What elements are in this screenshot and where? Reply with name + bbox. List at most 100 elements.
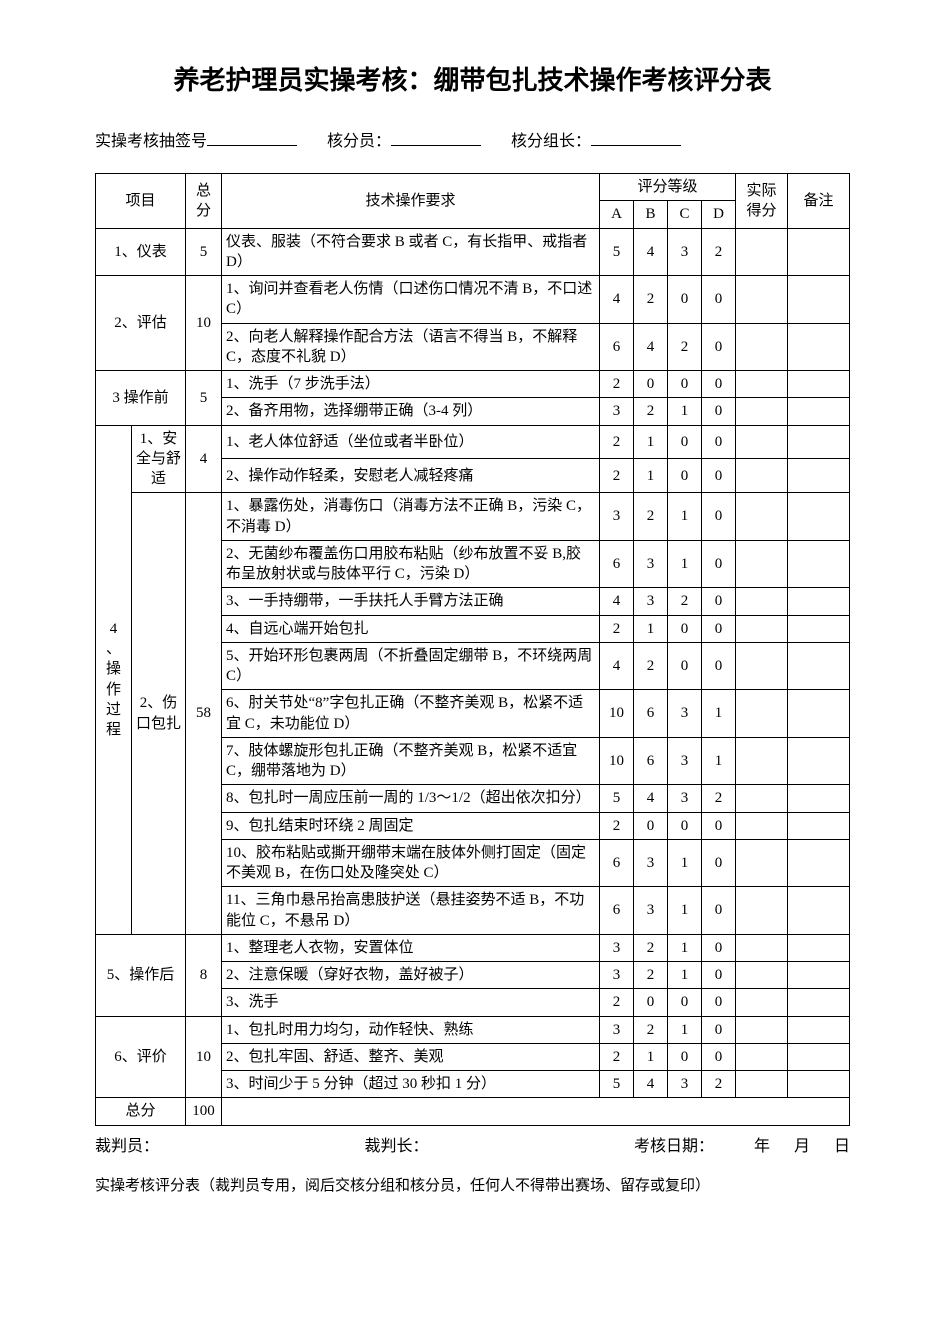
- cell-A: 2: [599, 425, 633, 459]
- scorer-leader-blank[interactable]: [591, 129, 681, 146]
- cell-actual: [736, 839, 788, 887]
- cell-remark: [788, 493, 850, 541]
- scorer-leader-text: 核分组长：: [511, 127, 591, 151]
- cell-actual: [736, 934, 788, 961]
- cell-req: 7、肢体螺旋形包扎正确（不整齐美观 B，松紧不适宜 C，绷带落地为 D）: [222, 737, 600, 785]
- cell-C: 3: [667, 737, 701, 785]
- th-grade: 评分等级: [599, 174, 735, 201]
- cell-total: 4: [186, 425, 222, 493]
- cell-project: 5、操作后: [96, 934, 186, 1016]
- cell-C: 2: [667, 323, 701, 371]
- cell-remark: [788, 425, 850, 459]
- cell-req: 8、包扎时一周应压前一周的 1/3～1/2（超出依次扣分）: [222, 785, 600, 812]
- cell-remark: [788, 962, 850, 989]
- cell-actual: [736, 1016, 788, 1043]
- cell-project: 6、评价: [96, 1016, 186, 1098]
- cell-total-value: 100: [186, 1098, 222, 1125]
- cell-C: 1: [667, 540, 701, 588]
- cell-D: 2: [701, 785, 735, 812]
- cell-C: 1: [667, 493, 701, 541]
- exam-no-blank[interactable]: [207, 129, 297, 146]
- cell-A: 3: [599, 962, 633, 989]
- th-actual: 实际得分: [736, 174, 788, 229]
- cell-remark: [788, 934, 850, 961]
- table-row-total: 总分100: [96, 1098, 850, 1125]
- cell-B: 0: [633, 812, 667, 839]
- cell-A: 3: [599, 1016, 633, 1043]
- cell-req: 1、包扎时用力均匀，动作轻快、熟练: [222, 1016, 600, 1043]
- cell-C: 3: [667, 690, 701, 738]
- header-line: 实操考核抽签号 核分员： 核分组长：: [95, 127, 850, 151]
- cell-actual: [736, 228, 788, 276]
- cell-B: 2: [633, 642, 667, 690]
- cell-D: 0: [701, 588, 735, 615]
- cell-req: 3、洗手: [222, 989, 600, 1016]
- cell-project-op: 4、操作过程: [96, 425, 132, 934]
- cell-A: 10: [599, 737, 633, 785]
- th-total: 总分: [186, 174, 222, 229]
- cell-total-label: 总分: [96, 1098, 186, 1125]
- cell-D: 0: [701, 1016, 735, 1043]
- cell-A: 4: [599, 642, 633, 690]
- cell-D: 0: [701, 276, 735, 324]
- cell-remark: [788, 737, 850, 785]
- cell-C: 3: [667, 785, 701, 812]
- cell-B: 4: [633, 785, 667, 812]
- cell-C: 0: [667, 642, 701, 690]
- score-table: 项目 总分 技术操作要求 评分等级 实际得分 备注 A B C D 1、仪表5仪…: [95, 173, 850, 1126]
- note-line: 实操考核评分表（裁判员专用，阅后交核分组和核分员，任何人不得带出赛场、留存或复印…: [95, 1174, 850, 1195]
- exam-no-label: 实操考核抽签号: [95, 127, 297, 151]
- cell-D: 0: [701, 962, 735, 989]
- table-head: 项目 总分 技术操作要求 评分等级 实际得分 备注 A B C D: [96, 174, 850, 229]
- cell-remark: [788, 540, 850, 588]
- cell-A: 2: [599, 812, 633, 839]
- judge-label: 裁判员：: [95, 1132, 159, 1156]
- cell-B: 1: [633, 615, 667, 642]
- cell-remark: [788, 588, 850, 615]
- scorer-blank[interactable]: [391, 129, 481, 146]
- table-row: 2、伤口包扎581、暴露伤处，消毒伤口（消毒方法不正确 B，污染 C，不消毒 D…: [96, 493, 850, 541]
- cell-A: 2: [599, 371, 633, 398]
- cell-C: 2: [667, 588, 701, 615]
- cell-A: 2: [599, 615, 633, 642]
- cell-C: 3: [667, 1071, 701, 1098]
- cell-D: 0: [701, 493, 735, 541]
- cell-remark: [788, 398, 850, 425]
- cell-B: 4: [633, 1071, 667, 1098]
- cell-project: 1、仪表: [96, 228, 186, 276]
- cell-actual: [736, 459, 788, 493]
- cell-actual: [736, 588, 788, 615]
- cell-remark: [788, 989, 850, 1016]
- month-label: 月: [794, 1138, 810, 1155]
- cell-A: 3: [599, 493, 633, 541]
- cell-D: 0: [701, 459, 735, 493]
- th-req: 技术操作要求: [222, 174, 600, 229]
- cell-req: 2、向老人解释操作配合方法（语言不得当 B，不解释 C，态度不礼貌 D）: [222, 323, 600, 371]
- cell-A: 5: [599, 228, 633, 276]
- cell-req: 9、包扎结束时环绕 2 周固定: [222, 812, 600, 839]
- cell-D: 0: [701, 615, 735, 642]
- cell-remark: [788, 323, 850, 371]
- cell-req: 1、询问并查看老人伤情（口述伤口情况不清 B，不口述 C）: [222, 276, 600, 324]
- cell-actual: [736, 615, 788, 642]
- cell-total: 10: [186, 276, 222, 371]
- cell-actual: [736, 962, 788, 989]
- cell-remark: [788, 690, 850, 738]
- cell-D: 0: [701, 642, 735, 690]
- cell-req: 6、肘关节处“8”字包扎正确（不整齐美观 B，松紧不适宜 C，未功能位 D）: [222, 690, 600, 738]
- table-row: 6、评价101、包扎时用力均匀，动作轻快、熟练3210: [96, 1016, 850, 1043]
- cell-actual: [736, 989, 788, 1016]
- cell-remark: [788, 785, 850, 812]
- cell-B: 3: [633, 540, 667, 588]
- day-label: 日: [834, 1138, 850, 1155]
- cell-B: 2: [633, 934, 667, 961]
- cell-remark: [788, 839, 850, 887]
- cell-remark: [788, 276, 850, 324]
- cell-D: 0: [701, 540, 735, 588]
- cell-B: 3: [633, 588, 667, 615]
- cell-req: 2、包扎牢固、舒适、整齐、美观: [222, 1043, 600, 1070]
- cell-remark: [788, 887, 850, 935]
- cell-B: 6: [633, 690, 667, 738]
- cell-A: 2: [599, 989, 633, 1016]
- cell-C: 1: [667, 398, 701, 425]
